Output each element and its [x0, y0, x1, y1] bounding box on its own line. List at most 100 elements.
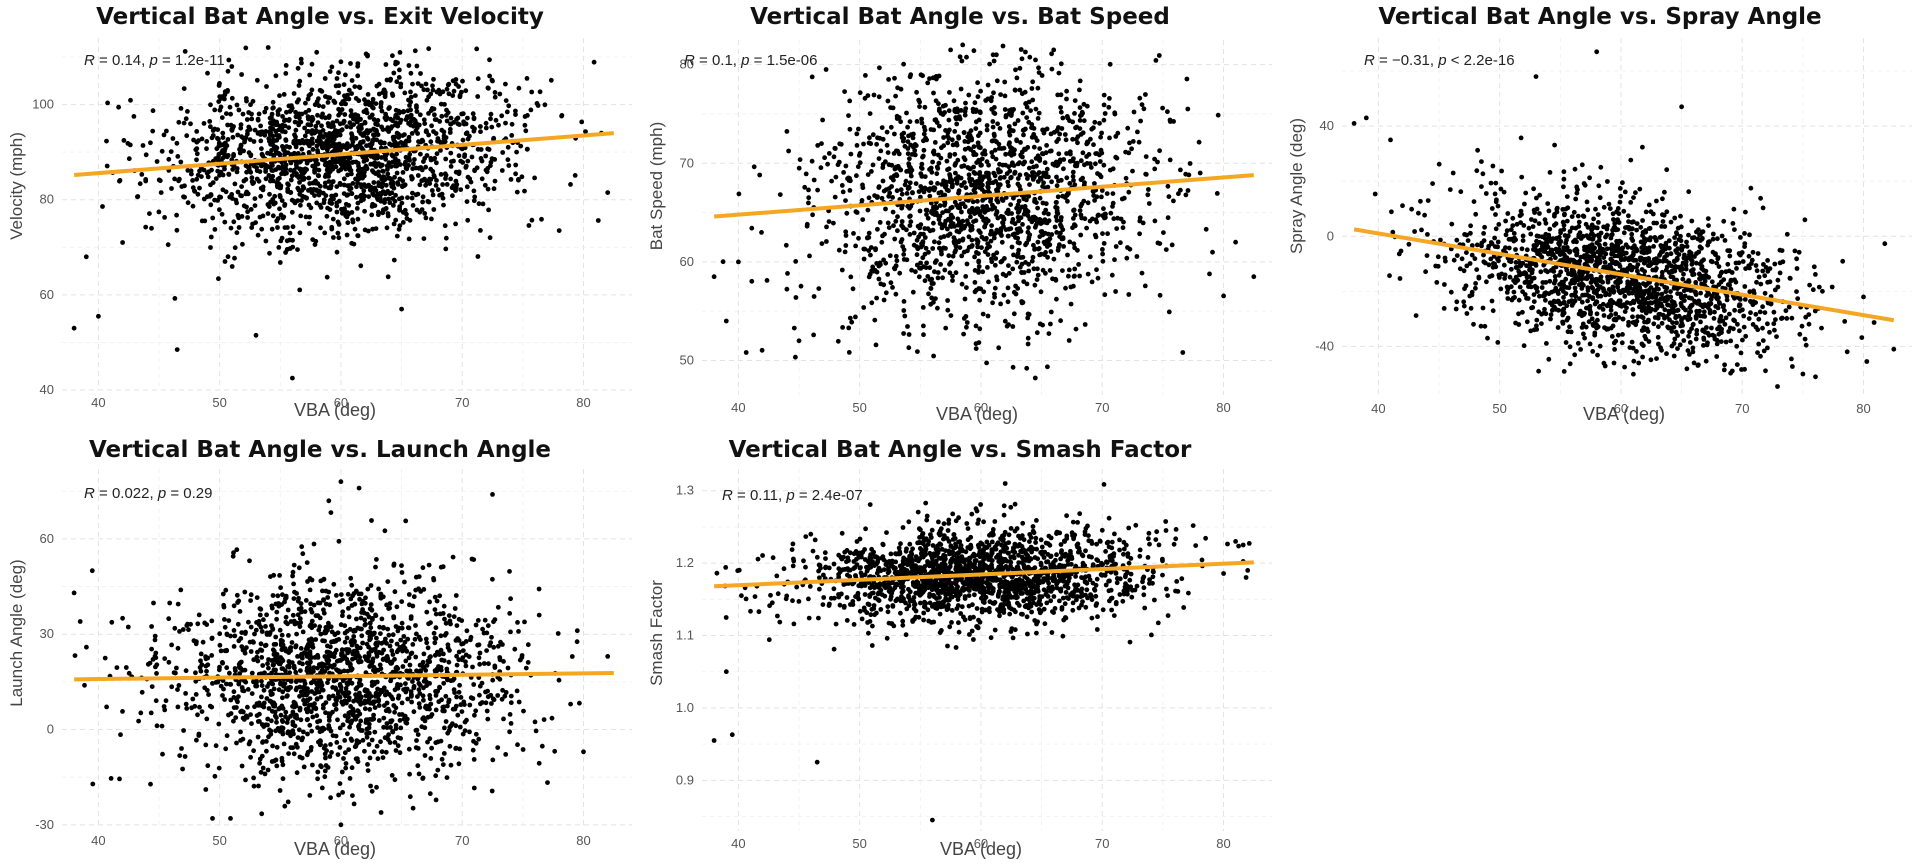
data-point — [362, 97, 367, 103]
data-point — [1481, 252, 1486, 258]
data-point — [1026, 225, 1031, 231]
data-point — [899, 191, 905, 197]
data-point — [522, 188, 527, 194]
data-point — [1544, 341, 1549, 346]
data-point — [913, 181, 919, 187]
data-point — [981, 289, 987, 295]
data-point — [201, 121, 207, 126]
data-point — [1564, 245, 1570, 250]
data-point — [182, 194, 188, 200]
data-point — [906, 332, 912, 337]
data-point — [920, 242, 925, 248]
data-point — [1864, 359, 1870, 364]
data-point — [1648, 285, 1654, 290]
data-point — [995, 199, 1001, 205]
data-point — [396, 108, 402, 114]
data-point — [1748, 310, 1753, 316]
data-point — [987, 180, 993, 186]
data-point — [415, 81, 421, 86]
data-point — [1554, 236, 1559, 242]
data-point — [1616, 315, 1622, 320]
data-point — [1675, 346, 1680, 351]
data-point — [1665, 302, 1670, 308]
data-point — [1490, 163, 1496, 169]
data-point — [250, 181, 256, 187]
data-point — [987, 61, 992, 67]
data-point — [265, 211, 271, 217]
data-point — [1531, 299, 1537, 304]
data-point — [898, 119, 903, 125]
data-point — [1017, 240, 1022, 246]
data-point — [1000, 43, 1006, 49]
data-point — [1091, 193, 1097, 199]
data-point — [452, 186, 457, 191]
data-point — [407, 217, 413, 223]
data-point — [986, 173, 991, 179]
data-point — [1794, 256, 1799, 262]
data-point — [220, 187, 226, 193]
data-point — [522, 114, 528, 119]
data-point — [861, 141, 866, 147]
data-point — [1102, 292, 1108, 298]
data-point — [207, 119, 213, 124]
data-point — [974, 237, 980, 243]
data-point — [1101, 92, 1107, 98]
data-point — [1597, 343, 1603, 349]
data-point — [174, 227, 180, 233]
data-point — [293, 144, 299, 150]
data-point — [990, 300, 995, 306]
data-point — [953, 115, 959, 120]
data-point — [474, 46, 480, 52]
data-point — [1071, 274, 1077, 279]
data-point — [1660, 196, 1665, 202]
data-point — [1045, 254, 1050, 260]
data-point — [1043, 201, 1049, 207]
data-point — [847, 98, 853, 104]
data-point — [884, 129, 890, 135]
data-point — [1534, 206, 1540, 212]
data-point — [1606, 201, 1612, 207]
data-point — [337, 132, 343, 138]
data-point — [946, 108, 952, 114]
data-point — [1099, 188, 1105, 193]
data-point — [873, 342, 879, 348]
data-point — [1691, 235, 1697, 240]
data-point — [244, 189, 250, 195]
data-point — [978, 180, 984, 186]
data-point — [458, 187, 464, 193]
data-point — [341, 82, 347, 87]
data-point — [759, 230, 764, 235]
data-point-outlier — [290, 375, 295, 381]
data-point — [1536, 221, 1542, 227]
data-point — [1513, 320, 1518, 326]
data-point — [793, 295, 799, 300]
data-point-outlier — [948, 47, 953, 53]
data-point — [1729, 368, 1735, 374]
data-point — [175, 154, 181, 159]
data-point — [491, 186, 497, 192]
data-point — [295, 151, 301, 156]
data-point — [240, 241, 245, 247]
y-tick-label: 100 — [32, 97, 54, 112]
data-point — [935, 275, 941, 281]
data-point — [195, 191, 201, 197]
data-point — [236, 225, 242, 230]
data-point — [217, 81, 222, 86]
data-point — [1047, 148, 1053, 154]
data-point — [256, 111, 262, 117]
data-point — [309, 139, 314, 145]
data-point — [390, 134, 396, 140]
data-point — [1714, 354, 1720, 359]
data-point — [1425, 198, 1431, 204]
data-point — [382, 94, 388, 100]
data-point — [414, 103, 419, 109]
data-point — [333, 192, 339, 198]
data-point — [444, 118, 450, 124]
data-point — [1037, 234, 1043, 240]
data-point — [1561, 299, 1567, 305]
data-point — [1067, 239, 1073, 245]
data-point — [1654, 356, 1659, 361]
data-point — [1628, 200, 1634, 205]
data-point — [459, 89, 464, 95]
data-point — [893, 291, 899, 297]
